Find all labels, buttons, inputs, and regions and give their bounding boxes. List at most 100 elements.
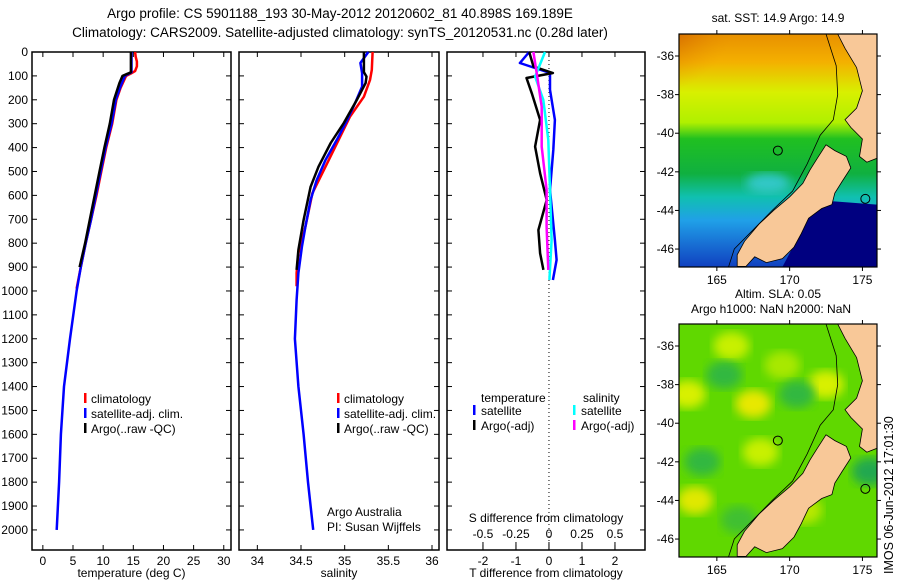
x-tick-label: 35.5 — [377, 554, 401, 568]
depth-tick-label: 1000 — [1, 284, 28, 298]
depth-tick-label: 400 — [8, 141, 28, 155]
legend-label: Argo(..raw -QC) — [344, 422, 429, 436]
float-position-marker — [860, 483, 871, 494]
legend-swatch — [337, 423, 340, 433]
sla-map: 165 170 175 -36 -38 -40 -42 -44 -46 Altim. SLA: 0… — [657, 287, 881, 577]
x-tick-label: 36 — [425, 554, 439, 568]
land-north-island — [837, 324, 877, 453]
series-line-s-argo-adj- — [532, 51, 550, 270]
x-axis-label: T difference from climatology — [469, 566, 623, 580]
lat-tick-label: -42 — [657, 455, 675, 469]
difference-axes-box — [446, 51, 646, 551]
x-axis-label: salinity — [321, 566, 358, 580]
legend-swatch — [573, 405, 576, 415]
legend-label: Argo(-adj) — [481, 419, 534, 433]
sla-map-subtitle: Argo h1000: NaN h2000: NaN — [691, 302, 851, 316]
s-tick-label: 0.5 — [607, 527, 624, 541]
sla-map-title: Altim. SLA: 0.05 — [735, 287, 821, 301]
figure-title-line2: Climatology: CARS2009. Satellite-adjuste… — [72, 25, 608, 40]
sla-anomaly-blob — [679, 486, 714, 515]
lat-tick-label: -38 — [657, 88, 675, 102]
series-line-satellite-adj-clim- — [55, 52, 133, 530]
depth-tick-label: 1500 — [1, 403, 28, 417]
sla-map-field — [679, 324, 877, 557]
depth-tick-label: 300 — [8, 117, 28, 131]
float-position-marker — [860, 193, 871, 204]
sla-anomaly-blob — [742, 438, 779, 467]
depth-tick-label: 1600 — [1, 427, 28, 441]
legend-swatch — [473, 405, 476, 415]
bathymetry-contour — [728, 34, 839, 267]
legend-label: Argo(-adj) — [581, 419, 634, 433]
x-tick-label: 30 — [217, 554, 231, 568]
sla-anomaly-blob — [764, 351, 801, 380]
lon-tick-label: 170 — [780, 563, 800, 577]
legend-swatch — [473, 420, 476, 430]
series-line-argo-raw-qc- — [78, 52, 133, 268]
series-line-s-satellite — [533, 51, 553, 281]
credit-line2: PI: Susan Wijffels — [327, 520, 421, 534]
lat-tick-label: -42 — [657, 165, 675, 179]
temperature-axes-box — [31, 51, 232, 551]
legend-label: satellite-adj. clim. — [91, 407, 183, 421]
lat-tick-label: -46 — [657, 532, 675, 546]
series-line-t-argo-adj- — [525, 51, 555, 271]
lat-tick-label: -36 — [657, 49, 675, 63]
x-tick-label: 25 — [187, 554, 201, 568]
depth-tick-label: 1200 — [1, 332, 28, 346]
sla-map-frame — [678, 323, 878, 558]
legend-label: climatology — [91, 392, 151, 406]
sst-map-frame — [678, 33, 878, 268]
depth-tick-label: 1700 — [1, 451, 28, 465]
x-tick-label: 20 — [157, 554, 171, 568]
figure-title-line1: Argo profile: CS 5901188_193 30-May-2012… — [107, 6, 573, 21]
depth-tick-label: 600 — [8, 188, 28, 202]
s-tick-label: -0.5 — [473, 527, 494, 541]
map-panels: 165 170 175 -36 -38 -40 -42 -44 -46 sat. SST: 14.… — [657, 11, 881, 577]
depth-tick-label: 1100 — [2, 308, 28, 322]
sla-anomaly-blob — [684, 447, 721, 476]
depth-tick-label: 1300 — [1, 356, 28, 370]
sla-anomaly-blob — [720, 505, 757, 534]
legend-swatch — [84, 408, 87, 418]
lon-tick-label: 165 — [707, 563, 727, 577]
s-axis-label: S difference from climatology — [469, 511, 624, 525]
series-line-satellite-adj-clim- — [293, 51, 370, 531]
warm-corner — [679, 34, 739, 94]
x-tick-label: 15 — [127, 554, 141, 568]
sla-anomaly-blob — [713, 332, 750, 361]
depth-tick-label: 1800 — [1, 475, 28, 489]
bathymetry-contour — [728, 324, 839, 557]
land-south-island — [736, 434, 852, 557]
sla-anomaly-blob — [778, 380, 815, 409]
x-tick-label: -1 — [511, 554, 522, 568]
x-tick-label: 10 — [96, 554, 110, 568]
lon-tick-label: 165 — [707, 273, 727, 287]
series-line-climatology — [75, 51, 139, 289]
s-tick-label: 0 — [546, 527, 553, 541]
legend-salinity-heading: salinity — [583, 391, 620, 405]
land-south-island — [736, 144, 852, 267]
legend-swatch — [84, 393, 87, 403]
x-tick-label: -2 — [478, 554, 489, 568]
s-tick-label: -0.25 — [502, 527, 530, 541]
lat-tick-label: -40 — [657, 126, 675, 140]
lat-tick-label: -44 — [657, 203, 675, 217]
x-tick-label: 0 — [40, 554, 47, 568]
x-tick-label: 2 — [612, 554, 619, 568]
depth-tick-label: 2000 — [1, 523, 28, 537]
series-line-argo-raw-qc- — [295, 52, 368, 271]
lon-tick-label: 175 — [852, 273, 872, 287]
sla-anomaly-blob — [679, 380, 706, 409]
s-tick-label: 0.25 — [570, 527, 594, 541]
sst-map: 165 170 175 -36 -38 -40 -42 -44 -46 sat. SST: 14.… — [657, 11, 881, 287]
x-tick-label: 34 — [251, 554, 265, 568]
salinity-panel: 34 34.5 35 35.5 36 salinity climatologysatelli… — [238, 51, 440, 580]
depth-tick-label: 700 — [8, 212, 28, 226]
profile-panels: 0100200300400500600700800900100011001200… — [1, 45, 646, 580]
legend-label: climatology — [344, 392, 404, 406]
salinity-axes-box — [238, 51, 440, 551]
sst-map-title: sat. SST: 14.9 Argo: 14.9 — [712, 11, 845, 25]
sst-map-field — [679, 34, 877, 267]
